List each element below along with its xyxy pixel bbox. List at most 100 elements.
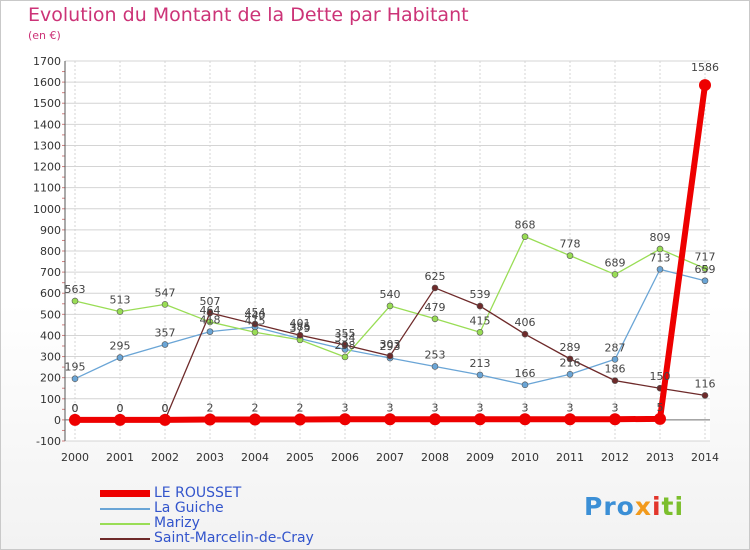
data-point bbox=[251, 320, 259, 328]
data-label: 540 bbox=[380, 288, 401, 301]
data-point bbox=[656, 245, 664, 253]
data-label: 0 bbox=[117, 402, 124, 415]
data-point bbox=[566, 370, 574, 378]
data-label: 401 bbox=[290, 317, 311, 330]
data-point bbox=[521, 233, 529, 240]
y-tick-label: 800 bbox=[40, 245, 61, 258]
data-label: 295 bbox=[110, 340, 131, 353]
data-label: 0 bbox=[72, 402, 79, 415]
data-point bbox=[116, 308, 124, 315]
x-tick-label: 2004 bbox=[241, 451, 269, 464]
data-point bbox=[476, 371, 484, 379]
data-point bbox=[476, 302, 484, 310]
data-label: 539 bbox=[470, 288, 491, 301]
data-point bbox=[71, 375, 79, 383]
data-point bbox=[116, 354, 124, 361]
data-label: 298 bbox=[335, 339, 356, 352]
data-point bbox=[161, 341, 169, 348]
data-point bbox=[564, 413, 576, 426]
legend-item-la-guiche: La Guiche bbox=[100, 500, 360, 516]
data-label: 778 bbox=[560, 238, 581, 251]
data-label: 3 bbox=[432, 401, 439, 414]
data-label: 3 bbox=[567, 401, 574, 414]
y-tick-label: 600 bbox=[40, 287, 61, 300]
y-tick-label: 100 bbox=[40, 393, 61, 406]
chart-unit-label: (en €) bbox=[28, 29, 61, 42]
data-label: 213 bbox=[470, 357, 491, 370]
data-point bbox=[206, 309, 214, 317]
data-label: 287 bbox=[605, 341, 626, 354]
data-point bbox=[611, 355, 619, 363]
data-label: 357 bbox=[155, 327, 176, 340]
data-label: 809 bbox=[650, 231, 671, 244]
legend-label-marizy: Marizy bbox=[154, 515, 200, 531]
data-label: 0 bbox=[72, 402, 79, 415]
data-label: 253 bbox=[425, 348, 446, 361]
legend-swatch-le-rousset bbox=[100, 490, 150, 497]
data-point bbox=[611, 271, 619, 278]
y-tick-label: 1500 bbox=[33, 97, 61, 110]
x-tick-label: 2008 bbox=[421, 451, 449, 464]
data-point bbox=[249, 413, 261, 426]
y-tick-label: 0 bbox=[54, 414, 61, 427]
x-tick-label: 2002 bbox=[151, 451, 179, 464]
data-point bbox=[566, 252, 574, 259]
y-tick-label: 1400 bbox=[33, 118, 61, 131]
data-label: 3 bbox=[477, 401, 484, 414]
data-label: 355 bbox=[335, 327, 356, 340]
data-label: 415 bbox=[245, 314, 266, 327]
y-tick-label: 200 bbox=[40, 372, 61, 385]
data-point bbox=[431, 363, 439, 370]
legend-label-le-rousset: LE ROUSSET bbox=[154, 485, 242, 501]
legend-swatch-saint-marcelin-de-cray bbox=[100, 538, 150, 540]
data-label: 293 bbox=[380, 340, 401, 353]
data-point bbox=[431, 315, 439, 323]
y-tick-label: 1100 bbox=[33, 182, 61, 195]
data-point bbox=[339, 413, 351, 426]
x-tick-label: 2006 bbox=[331, 451, 359, 464]
data-point bbox=[206, 328, 214, 335]
data-label: 625 bbox=[425, 270, 446, 283]
data-label: 116 bbox=[695, 377, 716, 390]
data-point bbox=[701, 277, 709, 285]
data-point bbox=[656, 266, 664, 273]
legend-swatch-marizy bbox=[100, 523, 150, 525]
data-label: 415 bbox=[470, 314, 491, 327]
x-tick-label: 2005 bbox=[286, 451, 314, 464]
x-tick-label: 2001 bbox=[106, 451, 134, 464]
chart-title: Evolution du Montant de la Dette par Hab… bbox=[28, 4, 469, 26]
y-tick-label: 900 bbox=[40, 224, 61, 237]
data-point bbox=[294, 413, 306, 426]
data-point bbox=[429, 413, 441, 426]
x-tick-label: 2007 bbox=[376, 451, 404, 464]
data-point bbox=[386, 302, 394, 310]
data-point bbox=[699, 79, 711, 92]
data-point bbox=[611, 377, 619, 384]
data-label: 0 bbox=[117, 402, 124, 415]
y-tick-label: 400 bbox=[40, 329, 61, 342]
data-label: 1586 bbox=[691, 61, 719, 74]
data-label: 454 bbox=[245, 306, 266, 319]
x-tick-label: 2009 bbox=[466, 451, 494, 464]
data-label: 868 bbox=[515, 219, 536, 232]
data-point bbox=[521, 330, 529, 338]
data-label: 5 bbox=[657, 401, 664, 414]
data-point bbox=[474, 413, 486, 426]
y-tick-label: -100 bbox=[36, 435, 61, 448]
legend-label-la-guiche: La Guiche bbox=[154, 500, 224, 516]
legend-item-saint-marcelin-de-cray: Saint-Marcelin-de-Cray bbox=[100, 530, 360, 546]
data-label: 216 bbox=[560, 356, 581, 369]
data-point bbox=[654, 412, 666, 425]
data-label: 440 bbox=[245, 309, 266, 322]
data-label: 2 bbox=[252, 401, 259, 414]
data-point bbox=[341, 341, 349, 349]
data-point bbox=[476, 328, 484, 336]
data-point bbox=[431, 284, 439, 292]
data-label: 289 bbox=[560, 341, 581, 354]
data-label: 3 bbox=[612, 401, 619, 414]
data-label: 195 bbox=[65, 361, 86, 374]
data-point bbox=[341, 353, 349, 361]
data-label: 186 bbox=[605, 363, 626, 376]
data-point bbox=[566, 355, 574, 363]
y-tick-label: 1300 bbox=[33, 139, 61, 152]
